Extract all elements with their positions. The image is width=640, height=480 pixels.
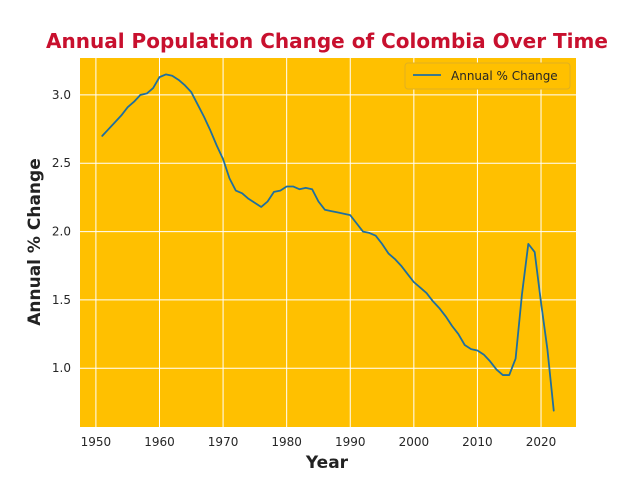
y-tick-label: 1.0 — [52, 361, 71, 375]
x-tick-label: 2000 — [399, 435, 430, 449]
y-tick-label: 1.5 — [52, 293, 71, 307]
legend: Annual % Change — [404, 62, 571, 90]
legend-label: Annual % Change — [451, 69, 558, 83]
x-tick-label: 2010 — [462, 435, 493, 449]
legend-box — [404, 62, 571, 90]
y-axis-label: Annual % Change — [25, 158, 45, 326]
x-tick-label: 1950 — [81, 435, 112, 449]
y-tick-label: 2.5 — [52, 156, 71, 170]
x-tick-label: 1970 — [208, 435, 239, 449]
series-line-annual-change — [101, 73, 555, 412]
x-tick-labels: 1950 1960 1970 1980 1990 2000 2010 2020 — [81, 435, 557, 449]
x-tick-label: 2020 — [526, 435, 557, 449]
y-gridlines — [80, 94, 576, 369]
y-tick-label: 2.0 — [52, 225, 71, 239]
y-tick-labels: 1.0 1.5 2.0 2.5 3.0 — [52, 88, 71, 375]
x-tick-label: 1980 — [271, 435, 302, 449]
x-axis-label: Year — [305, 453, 349, 473]
x-tick-label: 1960 — [144, 435, 175, 449]
x-gridlines — [95, 58, 542, 427]
x-tick-label: 1990 — [335, 435, 366, 449]
plot-area — [80, 58, 576, 427]
chart-title: Annual Population Change of Colombia Ove… — [46, 29, 608, 53]
y-tick-label: 3.0 — [52, 88, 71, 102]
